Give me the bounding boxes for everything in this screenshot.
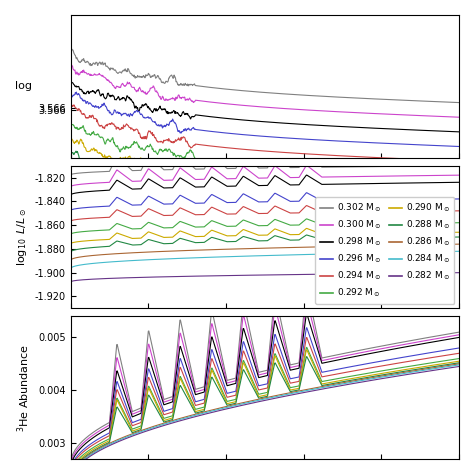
Legend: 0.302 M$_\odot$, 0.300 M$_\odot$, 0.298 M$_\odot$, 0.296 M$_\odot$, 0.294 M$_\od: 0.302 M$_\odot$, 0.300 M$_\odot$, 0.298 … xyxy=(315,197,455,304)
Y-axis label: $\log_{10}\ L/L_\odot$: $\log_{10}\ L/L_\odot$ xyxy=(15,208,29,266)
Y-axis label: $^3$He Abundance: $^3$He Abundance xyxy=(16,344,33,432)
Y-axis label: log: log xyxy=(16,82,33,91)
